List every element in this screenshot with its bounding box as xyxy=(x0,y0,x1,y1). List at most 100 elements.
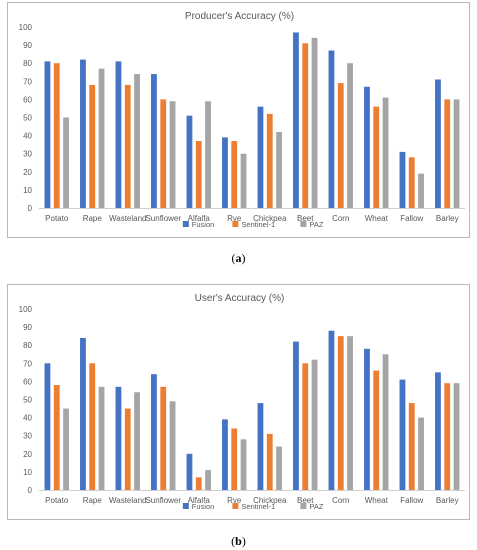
producers-accuracy-ytick-label: 0 xyxy=(28,204,33,213)
producers-accuracy-xtick-label: Alfalfa xyxy=(188,214,211,223)
users-accuracy-bar xyxy=(115,386,122,490)
producers-accuracy-bar xyxy=(124,84,131,208)
producers-accuracy-ytick-label: 50 xyxy=(23,114,32,123)
figure-caption-b: (b) xyxy=(0,534,477,549)
users-accuracy-legend-swatch xyxy=(232,503,239,509)
caption-b-letter: b xyxy=(235,534,242,548)
chart-panel-producers-accuracy: Producer's Accuracy (%) 0 10 20 30 40 50 60 70 80… xyxy=(7,2,470,238)
figure-caption-a: (a) xyxy=(0,251,477,266)
producers-accuracy-xtick-label: Rye xyxy=(227,214,242,223)
users-accuracy-bar xyxy=(186,453,193,490)
producers-accuracy-ytick-label: 70 xyxy=(23,77,32,86)
users-accuracy-bar xyxy=(435,372,441,490)
producers-accuracy-bar xyxy=(160,99,167,208)
producers-accuracy-bar xyxy=(115,61,122,208)
producers-accuracy-bar xyxy=(63,117,69,208)
producers-accuracy-legend-swatch xyxy=(182,221,189,227)
caption-b-close: ) xyxy=(241,534,246,548)
producers-accuracy-bar xyxy=(328,50,335,208)
users-accuracy-xtick-label: Chickpea xyxy=(253,496,287,505)
producers-accuracy-xtick-label: Corn xyxy=(332,214,349,223)
producers-accuracy-bar xyxy=(337,83,344,208)
users-accuracy-bar xyxy=(453,383,460,490)
users-accuracy-title: User's Accuracy (%) xyxy=(195,293,285,304)
producers-accuracy-bar xyxy=(231,141,238,208)
producers-accuracy-xtick-label: Rape xyxy=(83,214,103,223)
users-accuracy-ytick-label: 30 xyxy=(23,432,32,441)
users-accuracy-xtick-label: Corn xyxy=(332,496,349,505)
users-accuracy-bar xyxy=(418,417,424,490)
producers-accuracy-xtick-label: Fallow xyxy=(400,214,423,223)
producers-accuracy-xtick-label: Beet xyxy=(297,214,314,223)
producers-accuracy-bar xyxy=(222,137,228,208)
users-accuracy-ytick-label: 90 xyxy=(23,323,32,332)
users-accuracy-bar xyxy=(347,336,353,490)
chart-panel-users-accuracy: User's Accuracy (%) 0 10 20 30 40 50 60 70 80 90 10… xyxy=(7,284,470,520)
producers-accuracy-bar xyxy=(293,32,299,209)
producers-accuracy-ytick-label: 40 xyxy=(23,132,32,141)
producers-accuracy-bar xyxy=(44,61,51,208)
users-accuracy-bar xyxy=(444,383,451,490)
producers-accuracy-ytick-label: 20 xyxy=(23,168,32,177)
users-accuracy-bar xyxy=(151,374,157,490)
producers-accuracy-bar xyxy=(382,97,389,208)
users-accuracy-legend-swatch xyxy=(182,503,189,509)
users-accuracy-legend-label: Fusion xyxy=(192,502,215,511)
users-accuracy-xtick-label: Barley xyxy=(436,496,459,505)
users-accuracy-bar xyxy=(195,477,202,490)
producers-accuracy-bar xyxy=(134,74,140,208)
producers-accuracy-bar xyxy=(195,141,202,208)
users-accuracy-bar xyxy=(205,470,211,490)
users-accuracy-xtick-label: Rape xyxy=(83,496,103,505)
producers-accuracy-bar xyxy=(151,74,157,208)
users-accuracy-ytick-label: 0 xyxy=(28,486,33,495)
caption-a-close: ) xyxy=(241,251,246,265)
producers-accuracy-title: Producer's Accuracy (%) xyxy=(185,11,294,22)
users-accuracy-bar xyxy=(231,428,238,490)
producers-accuracy-xtick-label: Sunflower xyxy=(145,214,181,223)
chart-producers-accuracy: Producer's Accuracy (%) 0 10 20 30 40 50 60 70 80… xyxy=(19,11,465,229)
producers-accuracy-bar xyxy=(347,63,353,209)
producers-accuracy-bar xyxy=(311,37,318,208)
users-accuracy-xtick-label: Sunflower xyxy=(145,496,181,505)
producers-accuracy-ytick-label: 10 xyxy=(23,186,32,195)
producers-accuracy-xtick-label: Potato xyxy=(45,214,69,223)
users-accuracy-bar xyxy=(53,385,60,490)
users-accuracy-bar xyxy=(373,370,380,490)
users-accuracy-xtick-label: Potato xyxy=(45,496,69,505)
producers-accuracy-legend-swatch xyxy=(300,221,307,227)
users-accuracy-xtick-label: Alfalfa xyxy=(188,496,211,505)
producers-accuracy-ytick-label: 30 xyxy=(23,150,32,159)
users-accuracy-bar xyxy=(364,348,370,490)
users-accuracy-bar xyxy=(89,363,96,490)
users-accuracy-xtick-label: Wasteland xyxy=(109,496,147,505)
producers-accuracy-ytick-label: 100 xyxy=(19,23,33,32)
users-accuracy-ytick-label: 50 xyxy=(23,396,32,405)
chart-users-accuracy: User's Accuracy (%) 0 10 20 30 40 50 60 70 80 90 10… xyxy=(19,293,465,511)
users-accuracy-bar xyxy=(399,379,406,490)
users-accuracy-bar xyxy=(169,401,176,490)
producers-accuracy-bar xyxy=(98,68,105,208)
users-accuracy-legend-label: PAZ xyxy=(309,502,323,511)
producers-accuracy-bar xyxy=(240,153,247,208)
caption-b-open: ( xyxy=(231,534,236,548)
users-accuracy-bar xyxy=(160,386,167,490)
caption-a-open: ( xyxy=(231,251,236,265)
users-accuracy-ytick-label: 40 xyxy=(23,414,32,423)
producers-accuracy-bar xyxy=(266,113,273,208)
users-accuracy-xtick-label: Fallow xyxy=(400,496,423,505)
producers-accuracy-bar xyxy=(205,101,211,208)
producers-accuracy-ytick-label: 60 xyxy=(23,95,32,104)
caption-a-letter: a xyxy=(235,251,242,265)
producers-accuracy-bar xyxy=(276,131,282,208)
producers-accuracy-bar xyxy=(373,106,380,208)
users-accuracy-ytick-label: 20 xyxy=(23,450,32,459)
users-accuracy-bar xyxy=(337,336,344,490)
users-accuracy-bar xyxy=(302,363,309,490)
users-accuracy-ytick-label: 60 xyxy=(23,377,32,386)
producers-accuracy-legend-label: Fusion xyxy=(192,220,215,229)
producers-accuracy-bar xyxy=(257,106,264,208)
users-accuracy-legend-swatch xyxy=(300,503,307,509)
producers-accuracy-ytick-label: 90 xyxy=(23,41,32,50)
producers-accuracy-bar xyxy=(364,86,370,208)
